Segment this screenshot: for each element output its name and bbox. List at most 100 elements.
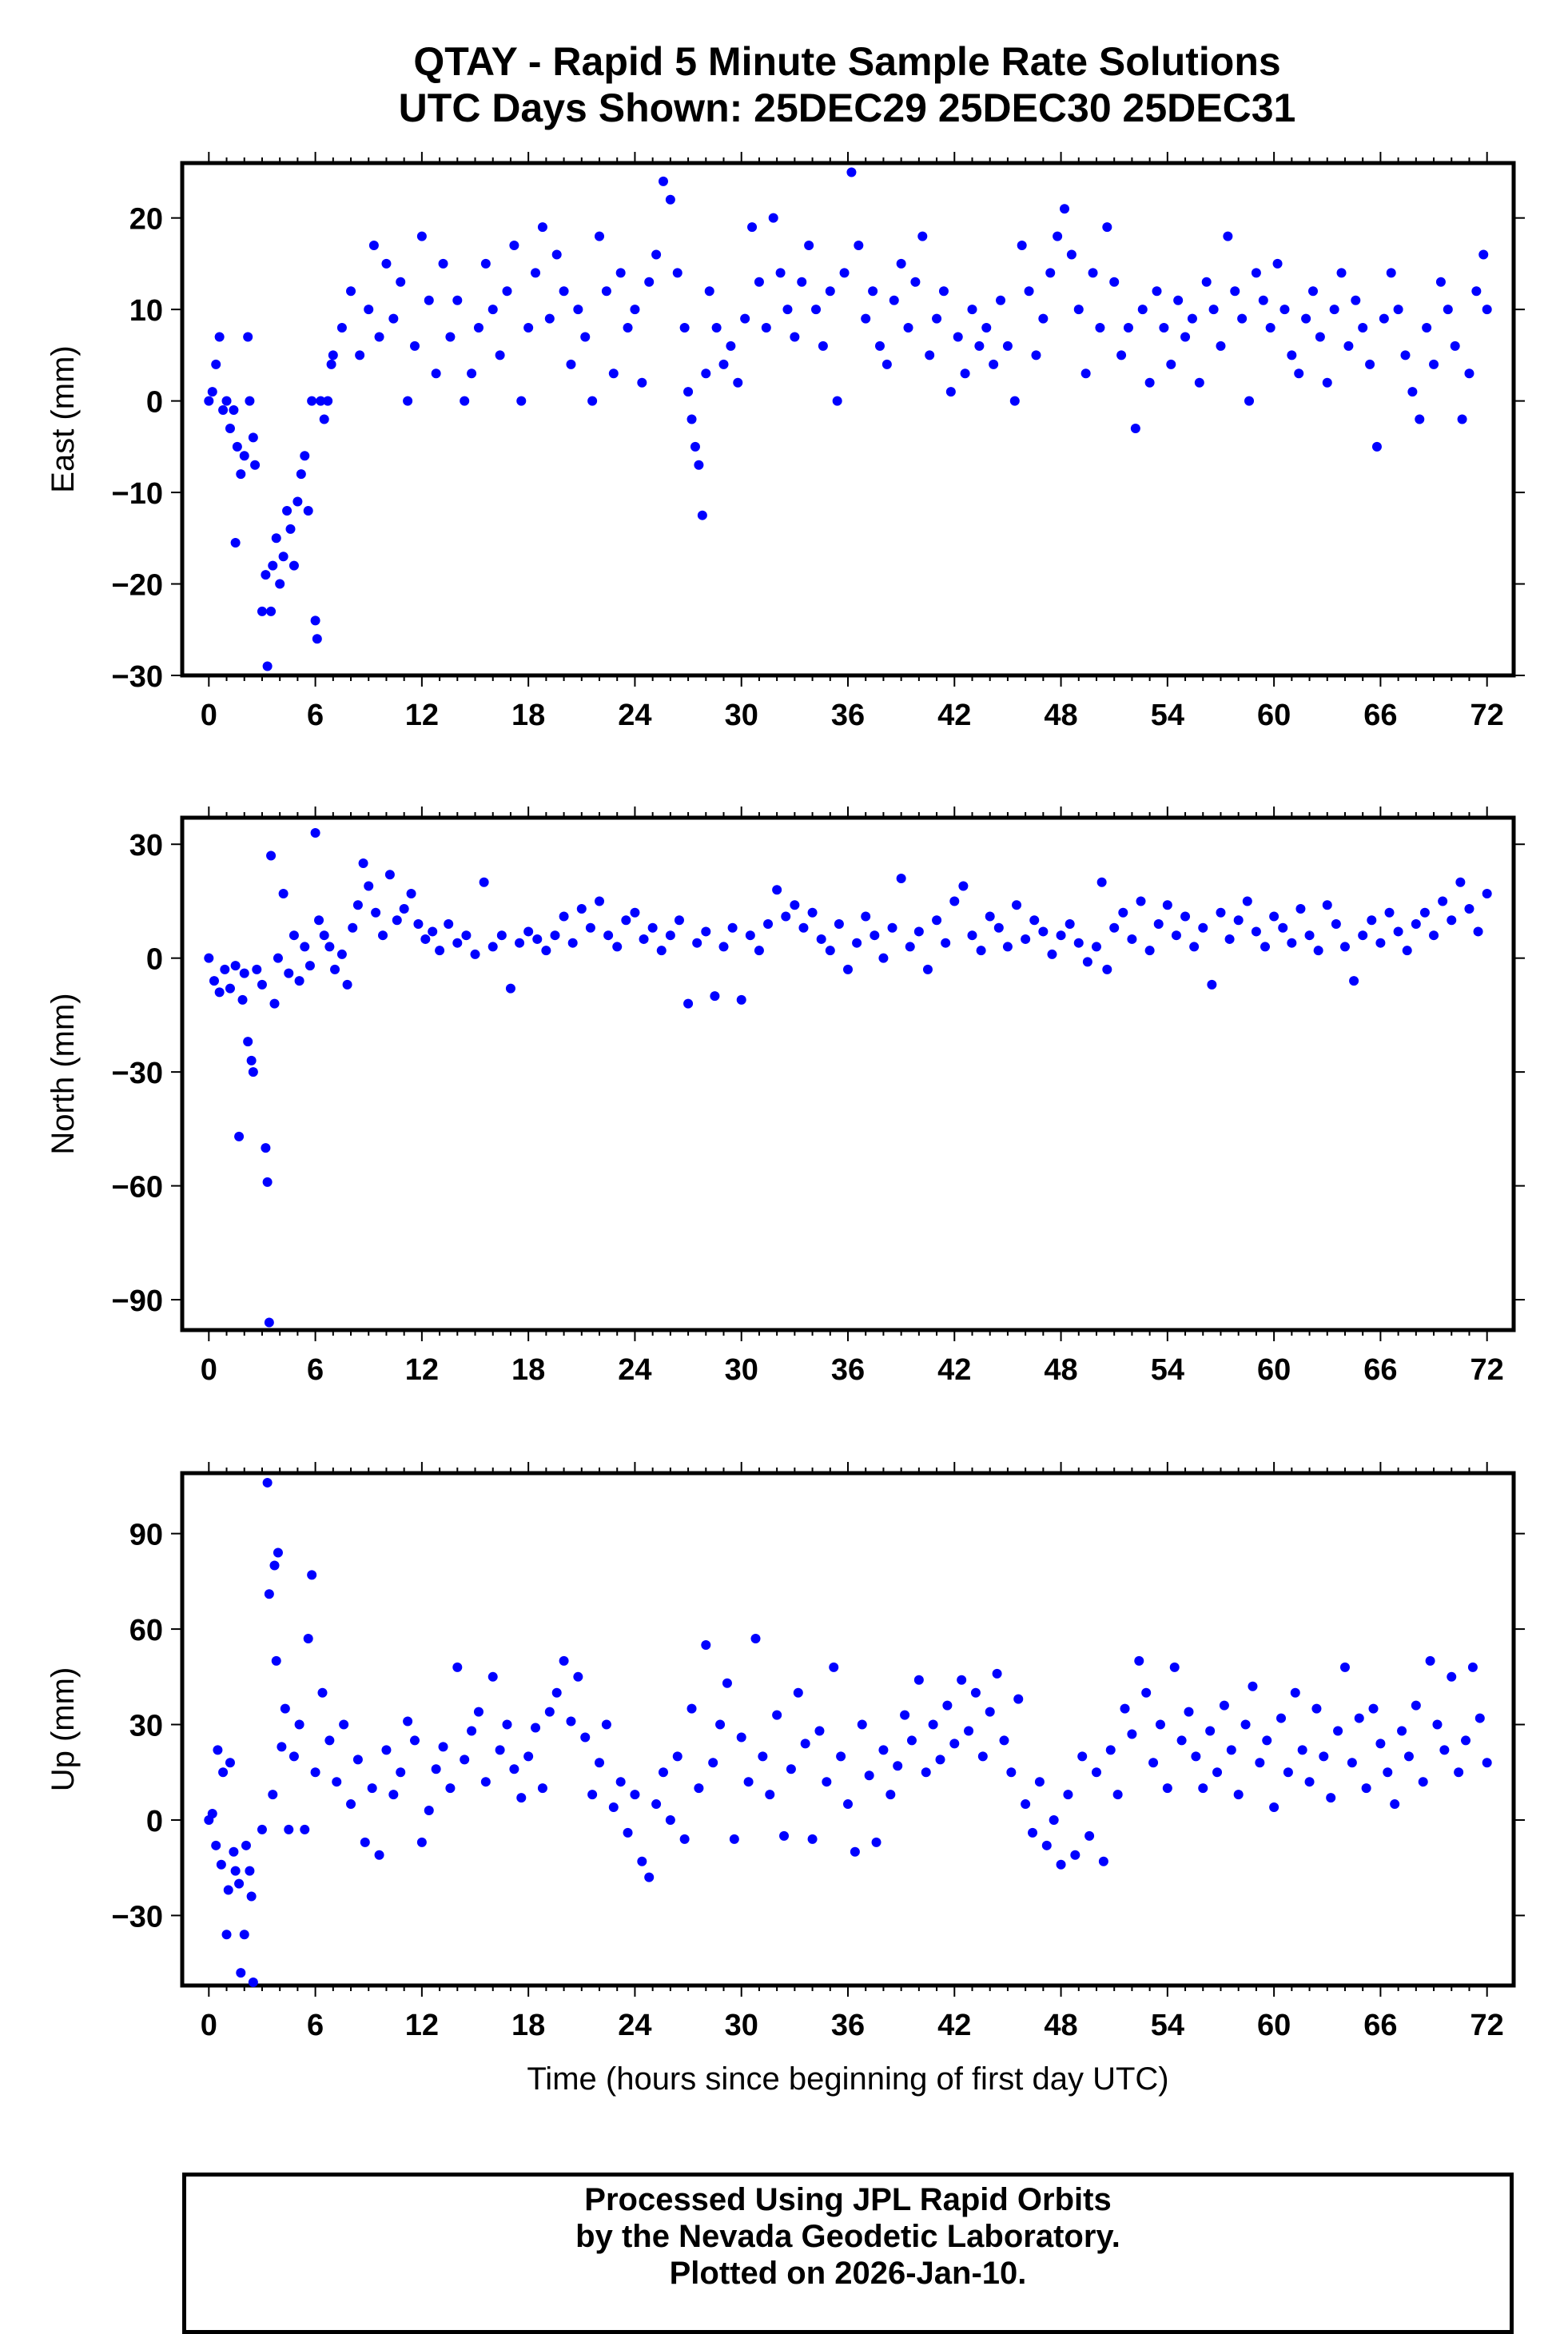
north-data-point (861, 911, 871, 922)
up-data-point (277, 1742, 287, 1752)
up-data-point (280, 1703, 290, 1714)
up-data-point (1482, 1758, 1492, 1768)
up-data-point (445, 1783, 456, 1794)
up-data-point (218, 1767, 229, 1778)
east-data-point (229, 405, 239, 416)
up-data-point (595, 1758, 605, 1768)
east-data-point (974, 341, 985, 351)
north-xtick-label: 72 (1470, 1353, 1504, 1387)
up-ylabel: Up (mm) (46, 1667, 81, 1792)
east-data-point (644, 277, 655, 287)
north-data-point (621, 915, 631, 926)
up-xtick-label: 30 (725, 2009, 758, 2042)
east-data-point (364, 305, 374, 315)
up-data-point (970, 1687, 981, 1698)
east-data-point (981, 323, 992, 333)
north-data-point (225, 983, 235, 994)
east-data-point (811, 305, 822, 315)
east-data-point (601, 286, 611, 297)
east-data-point (262, 661, 273, 671)
up-data-point (396, 1767, 406, 1778)
north-data-point (1216, 907, 1226, 918)
up-data-point (630, 1790, 640, 1800)
up-data-point (1155, 1719, 1165, 1730)
north-data-point (413, 918, 424, 929)
east-data-point (285, 524, 296, 534)
east-data-point (310, 615, 320, 626)
north-data-point (1065, 918, 1075, 929)
north-data-point (727, 922, 738, 933)
up-data-point (686, 1703, 697, 1714)
north-data-point (1091, 942, 1101, 952)
north-data-point (595, 896, 605, 906)
up-data-point (360, 1837, 370, 1847)
east-data-point (1435, 277, 1446, 287)
east-data-point (775, 268, 786, 278)
north-data-point (1180, 911, 1191, 922)
east-data-point (537, 222, 547, 233)
up-data-point (658, 1767, 668, 1778)
east-data-point (1002, 341, 1013, 351)
east-data-point (608, 368, 619, 379)
north-data-point (324, 942, 335, 952)
up-data-point (942, 1700, 953, 1711)
north-data-point (262, 1177, 273, 1187)
north-data-point (772, 885, 782, 895)
north-data-point (630, 907, 640, 918)
north-data-point (289, 930, 299, 941)
up-data-point (913, 1675, 924, 1685)
north-data-point (834, 918, 844, 929)
north-data-point (1233, 915, 1244, 926)
east-ytick-label: 20 (129, 203, 163, 237)
up-data-point (1333, 1726, 1343, 1736)
east-data-point (896, 258, 906, 269)
up-data-point (1205, 1726, 1216, 1736)
north-data-point (1339, 942, 1350, 952)
north-xtick-label: 30 (725, 1353, 758, 1387)
east-data-point (1208, 305, 1219, 315)
east-data-point (726, 341, 736, 351)
north-data-point (896, 873, 906, 883)
east-panel: 0 6 12 18 24 30 36 42 48 54 60 66 72 −30 −20 −10 0 10 20 Ea… (46, 152, 1525, 732)
east-data-point (1216, 341, 1226, 351)
up-data-point (207, 1809, 217, 1819)
east-data-point (1095, 323, 1105, 333)
north-frame (180, 815, 1516, 1332)
north-data-point (825, 946, 835, 956)
north-data-point (1384, 907, 1395, 918)
east-data-point (630, 305, 640, 315)
east-data-point (1152, 286, 1162, 297)
east-data-point (1251, 268, 1261, 278)
up-data-point (672, 1751, 683, 1762)
up-data-point (216, 1859, 226, 1870)
up-data-point (1226, 1745, 1236, 1755)
north-data-point (364, 881, 374, 891)
up-data-point (836, 1751, 846, 1762)
north-data-point (406, 888, 416, 898)
up-data-point (431, 1764, 441, 1774)
north-xtick-label: 18 (511, 1353, 545, 1387)
north-data-point (1047, 949, 1057, 959)
north-data-point (358, 858, 368, 868)
east-data-point (396, 277, 406, 287)
east-data-point (282, 505, 293, 516)
up-ytick-label: 30 (129, 1710, 163, 1743)
up-panel: 0 6 12 18 24 30 36 42 48 54 60 66 72 −30 0 30 60 90 Up (mm… (46, 1462, 1525, 2097)
up-data-point (644, 1872, 655, 1882)
east-data-point (289, 560, 299, 571)
up-data-point (864, 1770, 874, 1781)
east-data-point (1123, 323, 1133, 333)
up-data-point (1034, 1777, 1045, 1787)
east-data-point (1038, 313, 1049, 324)
north-data-point (905, 942, 915, 952)
up-data-point (1176, 1735, 1187, 1746)
east-data-point (573, 305, 583, 315)
east-data-point (967, 305, 977, 315)
up-ytick-label: 90 (129, 1519, 163, 1552)
north-data-point (496, 930, 507, 941)
east-data-point (1024, 286, 1034, 297)
up-data-point (381, 1745, 392, 1755)
east-data-point (523, 323, 534, 333)
up-data-point (1311, 1703, 1322, 1714)
east-data-point (747, 222, 758, 233)
